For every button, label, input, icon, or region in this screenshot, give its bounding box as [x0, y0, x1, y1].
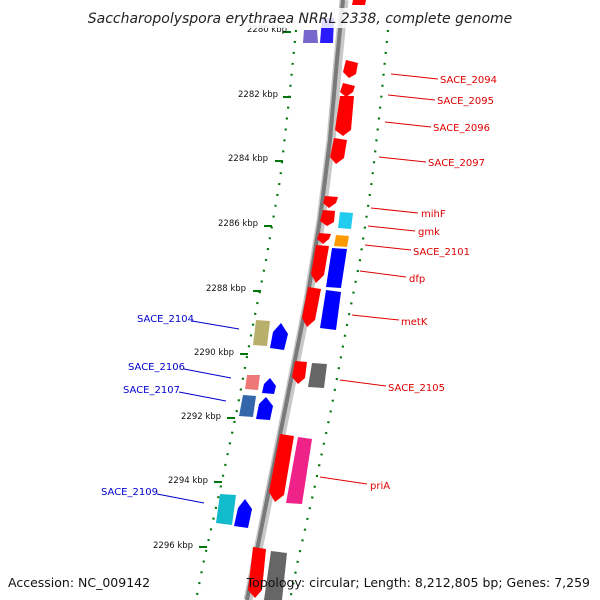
scale-tick: 2292 kbp: [181, 412, 235, 422]
gene-name: mihF: [421, 209, 446, 220]
gene-arrow: [338, 212, 353, 229]
scale-tick-label: 2288 kbp: [206, 284, 246, 294]
gene-name: SACE_2107: [123, 385, 180, 396]
gene-label: SACE_2107: [123, 385, 227, 402]
gene-label: SACE_2096: [384, 121, 490, 134]
gene-arrow: [326, 248, 347, 288]
gene-arrow: [248, 547, 266, 598]
gene-label: priA: [319, 476, 390, 492]
gene-arrow: [330, 138, 347, 164]
gene-arrow: [352, 0, 366, 5]
gene-arrow: [239, 395, 256, 417]
scale-tick: 2280 kbp: [247, 25, 291, 35]
scale-tick: 2296 kbp: [153, 541, 207, 551]
scale-ticks: 2280 kbp 2282 kbp 2284 kbp 2286 kbp 2288…: [153, 25, 291, 551]
scale-tick-label: 2280 kbp: [247, 25, 287, 35]
gene-name: gmk: [418, 227, 440, 238]
gene-arrow: [245, 375, 260, 390]
gene-arrow: [323, 196, 338, 208]
map-title: Saccharopolyspora erythraea NRRL 2338, c…: [88, 11, 513, 27]
reverse-gene-labels: SACE_2104 SACE_2106 SACE_2107 SACE_2109: [101, 314, 240, 504]
gene-label: SACE_2106: [128, 362, 232, 379]
scale-tick-label: 2294 kbp: [168, 476, 208, 486]
gene-arrow: [253, 320, 270, 346]
gene-name: SACE_2096: [433, 123, 490, 134]
gene-arrow: [269, 434, 294, 502]
scale-tick-label: 2282 kbp: [238, 90, 278, 100]
gene-name: metK: [401, 317, 428, 328]
gene-label: mihF: [370, 207, 446, 220]
scale-tick-label: 2284 kbp: [228, 154, 268, 164]
gene-name: priA: [370, 481, 390, 492]
gene-label: SACE_2095: [387, 94, 494, 107]
scale-tick: 2284 kbp: [228, 154, 283, 164]
gene-arrow: [311, 245, 329, 283]
topology-text: Topology: circular; Length: 8,212,805 bp…: [246, 575, 590, 590]
scale-tick-label: 2286 kbp: [218, 219, 258, 229]
scale-tick: 2288 kbp: [206, 284, 261, 294]
scale-tick-label: 2290 kbp: [194, 348, 234, 358]
gene-arrow: [264, 551, 287, 600]
scale-tick: 2294 kbp: [168, 476, 222, 486]
gene-label: SACE_2104: [137, 314, 240, 330]
gene-label: metK: [351, 314, 428, 328]
gene-arrow: [270, 323, 288, 350]
gene-name: SACE_2106: [128, 362, 185, 373]
gene-arrow: [256, 397, 273, 420]
gene-label: SACE_2094: [390, 73, 497, 86]
scale-tick-label: 2292 kbp: [181, 412, 221, 422]
gene-arrow: [262, 378, 276, 394]
accession-text: Accession: NC_009142: [8, 575, 150, 590]
gene-name: SACE_2094: [440, 75, 497, 86]
gene-arrow: [334, 235, 349, 247]
scale-tick: 2286 kbp: [218, 219, 272, 229]
gene-label: gmk: [367, 225, 440, 238]
gene-arrow: [302, 287, 321, 327]
gene-arrow: [234, 499, 252, 528]
gene-name: SACE_2109: [101, 487, 158, 498]
gene-arrow: [216, 494, 236, 525]
scale-tick-label: 2296 kbp: [153, 541, 193, 551]
gene-arrow: [303, 30, 318, 43]
gene-name: SACE_2095: [437, 96, 494, 107]
gene-label: SACE_2109: [101, 487, 205, 504]
gene-arrow: [335, 96, 354, 136]
gene-name: SACE_2097: [428, 158, 485, 169]
gene-arrow: [286, 437, 312, 504]
gene-name: dfp: [409, 274, 425, 285]
gene-name: SACE_2105: [388, 383, 445, 394]
gene-arrow: [308, 363, 327, 388]
scale-tick: 2282 kbp: [238, 90, 291, 100]
gene-arrow: [343, 60, 358, 78]
gene-name: SACE_2104: [137, 314, 194, 325]
scale-tick: 2290 kbp: [194, 348, 248, 358]
gene-arrow: [340, 83, 355, 97]
gene-features: [216, 0, 366, 600]
gene-arrow: [320, 290, 341, 330]
gene-label: SACE_2101: [364, 244, 470, 258]
forward-gene-labels: SACE_2094 SACE_2095 SACE_2096 SACE_2097 …: [319, 73, 497, 492]
gene-label: SACE_2105: [339, 379, 445, 394]
gene-label: SACE_2097: [378, 156, 485, 169]
gene-arrow: [292, 361, 307, 384]
gene-arrow: [317, 233, 331, 244]
gene-arrow: [320, 210, 335, 226]
gene-name: SACE_2101: [413, 247, 470, 258]
gene-label: dfp: [359, 270, 425, 285]
